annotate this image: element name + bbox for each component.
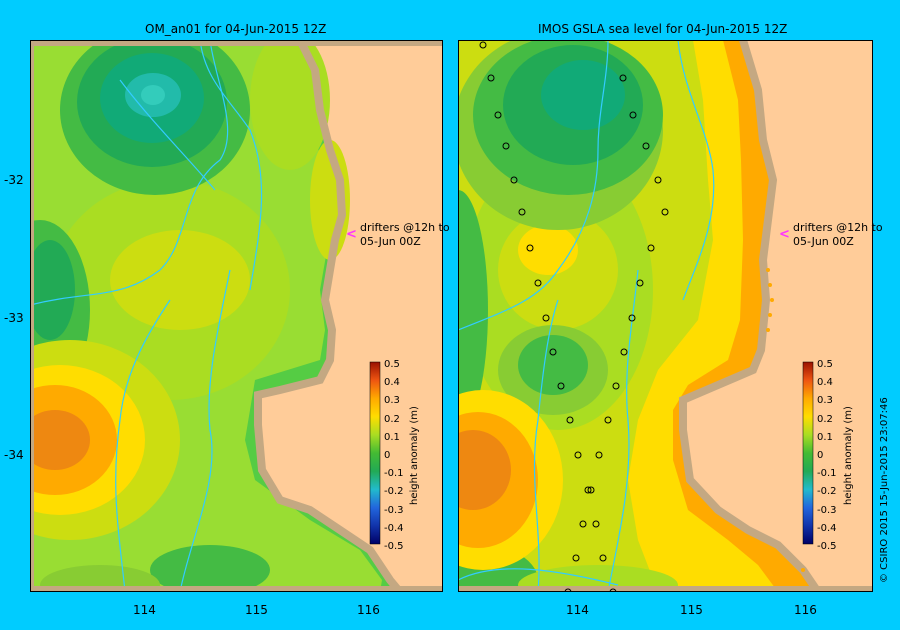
colorbar-tick-label: 0.4 (817, 377, 833, 389)
left-map-panel (30, 40, 443, 592)
colorbar-tick-label: -0.3 (384, 504, 404, 516)
colorbar-tick-label: -0.4 (384, 522, 404, 534)
colorbar-tick-label: 0.3 (384, 395, 400, 407)
drifters-line-2: 05-Jun 00Z (793, 235, 854, 248)
drifter-dots (766, 268, 805, 582)
colorbar-tick-label: 0.5 (384, 359, 400, 370)
y-tick-label: -33 (4, 311, 24, 325)
left-colorbar-label: height anomaly (m) (409, 406, 420, 505)
y-tick-label: -32 (4, 173, 24, 187)
colorbar-tick-label: 0.2 (817, 413, 833, 425)
drifter-arrow-icon: < (779, 227, 790, 242)
colorbar-tick-label: 0.5 (817, 359, 833, 370)
y-tick-label: -34 (4, 448, 24, 462)
right-colorbar-label: height anomaly (m) (843, 406, 854, 505)
colorbar-tick-label: 0.2 (384, 413, 400, 425)
x-tick-label: 115 (245, 603, 268, 617)
colorbar-tick-label: 0.1 (384, 431, 400, 443)
colorbar-tick-label: 0.4 (384, 377, 400, 389)
x-tick-label: 114 (566, 603, 589, 617)
drifter-arrow-icon: < (346, 227, 357, 242)
colorbar-tick-label: -0.5 (384, 541, 404, 553)
colorbar-tick-label: 0 (817, 450, 824, 462)
right-map-plot (458, 40, 873, 592)
drifters-note-left: drifters @12h to 05-Jun 00Z (360, 221, 450, 249)
left-map-plot (30, 40, 443, 592)
x-tick-label: 116 (357, 603, 380, 617)
colorbar-tick-label: 0.3 (817, 395, 833, 407)
colorbar-tick-label: -0.5 (817, 541, 837, 553)
colorbar-tick-label: -0.2 (817, 486, 837, 498)
right-map-panel (458, 40, 873, 592)
colorbar-tick-label: -0.2 (384, 486, 404, 498)
colorbar-tick-label: -0.3 (817, 504, 837, 516)
left-colorbar-ticks: 0.5 0.4 0.3 0.2 0.1 0 -0.1 -0.2 -0.3 -0.4 -0.5 (384, 356, 404, 556)
left-map-title: OM_an01 for 04-Jun-2015 12Z (145, 22, 327, 36)
right-map-title: IMOS GSLA sea level for 04-Jun-2015 12Z (538, 22, 788, 36)
colorbar-tick-label: 0 (384, 450, 391, 462)
x-tick-label: 115 (680, 603, 703, 617)
drifters-line-1: drifters @12h to (793, 221, 883, 234)
colorbar-tick-label: -0.4 (817, 522, 837, 534)
right-colorbar-ticks: 0.5 0.4 0.3 0.2 0.1 0 -0.1 -0.2 -0.3 -0.4 -0.5 (817, 356, 837, 556)
colorbar-tick-label: 0.1 (817, 431, 833, 443)
drifters-line-2: 05-Jun 00Z (360, 235, 421, 248)
colorbar-tick-label: -0.1 (817, 468, 837, 480)
x-tick-label: 116 (794, 603, 817, 617)
drifters-note-right: drifters @12h to 05-Jun 00Z (793, 221, 883, 249)
colorbar-tick-label: -0.1 (384, 468, 404, 480)
drifter-markers (479, 41, 669, 592)
x-tick-label: 114 (133, 603, 156, 617)
copyright-text: © CSIRO 2015 15-Jun-2015 23:07:46 (879, 397, 890, 583)
left-colorbar (369, 361, 381, 545)
drifters-line-1: drifters @12h to (360, 221, 450, 234)
